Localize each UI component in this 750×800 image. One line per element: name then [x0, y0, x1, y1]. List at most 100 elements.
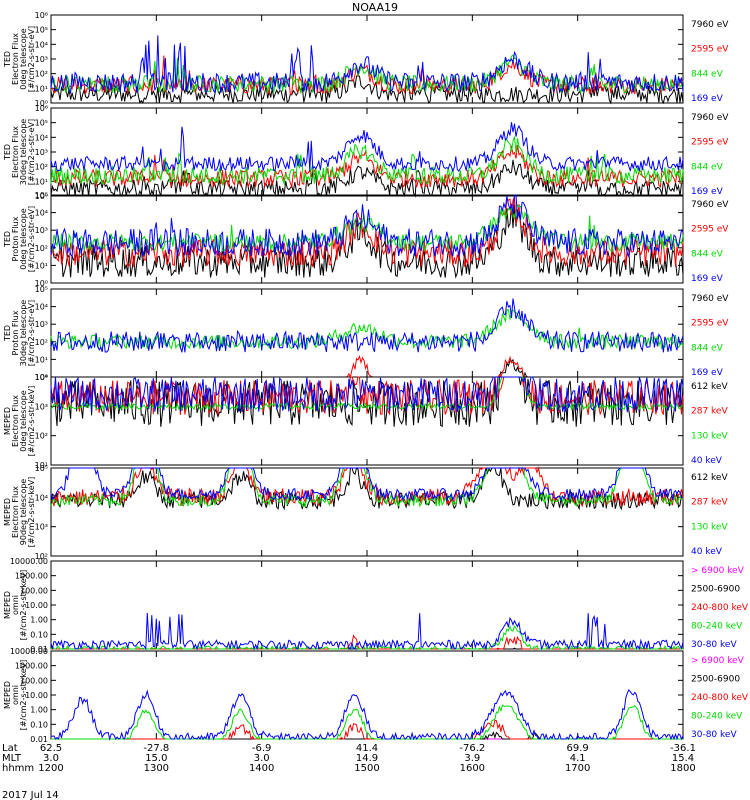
- y-tick-label: 10000.00: [10, 647, 48, 656]
- y-tick-label: 10⁶: [35, 11, 48, 20]
- y-axis-label-line: MEPED: [3, 681, 12, 709]
- y-tick-label: 10²: [35, 163, 48, 172]
- y-axis-label-line: Electron Flux: [11, 33, 20, 85]
- y-tick-label: 10⁵: [35, 285, 48, 294]
- series-trace-4: [50, 298, 684, 353]
- footer-value: 1200: [38, 763, 63, 774]
- y-tick-label: 10²: [35, 338, 48, 347]
- y-tick-label: 10³: [35, 402, 48, 411]
- legend-label: 2500-6900: [691, 585, 740, 595]
- series-trace-4: [50, 467, 684, 503]
- y-tick-label: 1000.00: [15, 662, 48, 671]
- y-tick-label: 10²: [35, 70, 48, 79]
- legend-label: 2500-6900: [691, 675, 740, 685]
- series-trace-5: [50, 612, 684, 651]
- y-axis-label-line: [#/cm2-s-str-keV]: [19, 570, 28, 641]
- y-axis-label: TEDElectron Flux30deg telescope[#/cm2-s-…: [3, 119, 36, 186]
- footer-row-label: hhmm: [2, 763, 34, 774]
- panel-6: 10² 10³ 10⁴ 10⁵ MEPEDElectron Flux90deg tele…: [3, 464, 728, 561]
- legend-label: 169 eV: [691, 274, 724, 284]
- footer-value: -36.1: [670, 743, 696, 754]
- date-label: 2017 Jul 14: [2, 790, 59, 800]
- footer-value: 15.4: [672, 753, 694, 764]
- legend-label: 287 keV: [691, 407, 728, 417]
- y-axis-label-line: omni: [11, 685, 20, 705]
- footer-value: 15.0: [145, 753, 167, 764]
- legend-label: 2595 eV: [691, 45, 729, 55]
- legend-label: 80-240 keV: [691, 712, 743, 722]
- series-trace-4: [50, 376, 684, 413]
- y-tick-label: 10⁰: [35, 192, 48, 201]
- y-axis-label-line: [#/cm2-s-str-keV]: [27, 477, 36, 548]
- footer-value: -6.9: [252, 743, 272, 754]
- legend-label: 2595 eV: [691, 319, 729, 329]
- y-axis-label-line: 90deg telescope: [19, 479, 28, 546]
- y-axis-label-line: TED: [3, 144, 12, 161]
- legend-label: 287 keV: [691, 498, 728, 508]
- series-trace-4: [50, 35, 684, 95]
- y-tick-label: 1000.00: [15, 572, 48, 581]
- series-trace-1: [50, 159, 684, 198]
- legend-label: 169 eV: [691, 94, 724, 104]
- legend-label: > 6900 keV: [691, 656, 745, 666]
- footer-row-label: Lat: [2, 743, 18, 754]
- y-tick-label: 10⁴: [35, 40, 48, 49]
- footer-value: -76.2: [459, 743, 485, 754]
- legend-label: 612 keV: [691, 382, 728, 392]
- y-tick-label: 10.00: [25, 691, 48, 700]
- series-trace-1: [50, 203, 684, 279]
- legend-label: 40 keV: [691, 547, 723, 557]
- y-axis-label: TEDElectron Flux0deg telescope[#/cm2-s-s…: [3, 26, 36, 92]
- y-tick-label: 0.10: [30, 630, 48, 639]
- y-tick-label: 10⁵: [35, 26, 48, 35]
- y-tick-label: 10²: [35, 552, 48, 561]
- y-tick-label: 10³: [35, 320, 48, 329]
- panel-7: 0.01 0.10 1.00 10.00 100.00 1000.00 10000.00 ME…: [3, 557, 749, 654]
- y-tick-label: 10³: [35, 148, 48, 157]
- y-axis-label: MEPEDElectron Flux0deg telescope[#/cm2-s…: [3, 386, 36, 457]
- y-axis-label: MEPEDomni[#/cm2-s-str-keV]: [3, 570, 28, 641]
- y-tick-label: 10³: [35, 55, 48, 64]
- y-tick-label: 10¹: [35, 177, 48, 186]
- y-axis-label-line: 30deg telescope: [19, 119, 28, 186]
- y-tick-label: 10¹: [35, 261, 48, 270]
- y-axis-label-line: omni: [11, 595, 20, 615]
- y-tick-label: 10¹: [35, 461, 48, 470]
- footer-value: 1300: [144, 763, 169, 774]
- y-tick-label: 10⁴: [35, 209, 48, 218]
- footer-value: 1600: [460, 763, 485, 774]
- y-tick-label: 10.00: [25, 601, 48, 610]
- y-axis-label-line: TED: [3, 325, 12, 342]
- y-tick-label: 10⁰: [35, 373, 48, 382]
- y-axis-label-line: MEPED: [3, 407, 12, 435]
- series-trace-4: [51, 704, 683, 741]
- orbit-footer: Lat 62.5 -27.8 -6.9 41.4 -76.2 69.9 -36.1 MLT 3.0…: [2, 743, 696, 774]
- y-axis-label: MEPEDElectron Flux90deg telescope[#/cm2-…: [3, 477, 36, 548]
- legend-label: 30-80 keV: [691, 730, 737, 740]
- legend-label: 844 eV: [691, 162, 724, 172]
- footer-value: 1400: [249, 763, 274, 774]
- footer-value: 3.0: [43, 753, 59, 764]
- y-tick-label: 100.00: [20, 586, 48, 595]
- legend-label: 844 eV: [691, 69, 724, 79]
- y-axis-label-line: TED: [3, 51, 12, 68]
- y-tick-label: 10000.00: [10, 557, 48, 566]
- series-trace-5: [50, 688, 684, 741]
- y-tick-label: 10⁵: [35, 464, 48, 473]
- y-axis-label-line: [#/cm2-s-str-keV]: [27, 386, 36, 457]
- footer-value: 41.4: [356, 743, 378, 754]
- y-tick-label: 100.00: [20, 676, 48, 685]
- y-tick-label: 1.00: [30, 616, 48, 625]
- y-tick-label: 10⁴: [35, 133, 48, 142]
- footer-value: 3.9: [464, 753, 480, 764]
- y-axis-label-line: [#/cm2-s-str-eV]: [27, 206, 36, 272]
- y-axis-label: TEDProton Flux0deg telescope[#/cm2-s-str…: [3, 206, 36, 272]
- legend-label: 30-80 keV: [691, 640, 737, 650]
- y-tick-label: 10¹: [35, 84, 48, 93]
- panel-8: 0.01 0.10 1.00 10.00 100.00 1000.00 10000.00 ME…: [3, 647, 749, 744]
- y-axis-label-line: 0deg telescope: [19, 28, 28, 89]
- legend-label: 7960 eV: [691, 20, 729, 30]
- legend-label: 130 keV: [691, 431, 728, 441]
- y-axis-label-line: Proton Flux: [11, 216, 20, 261]
